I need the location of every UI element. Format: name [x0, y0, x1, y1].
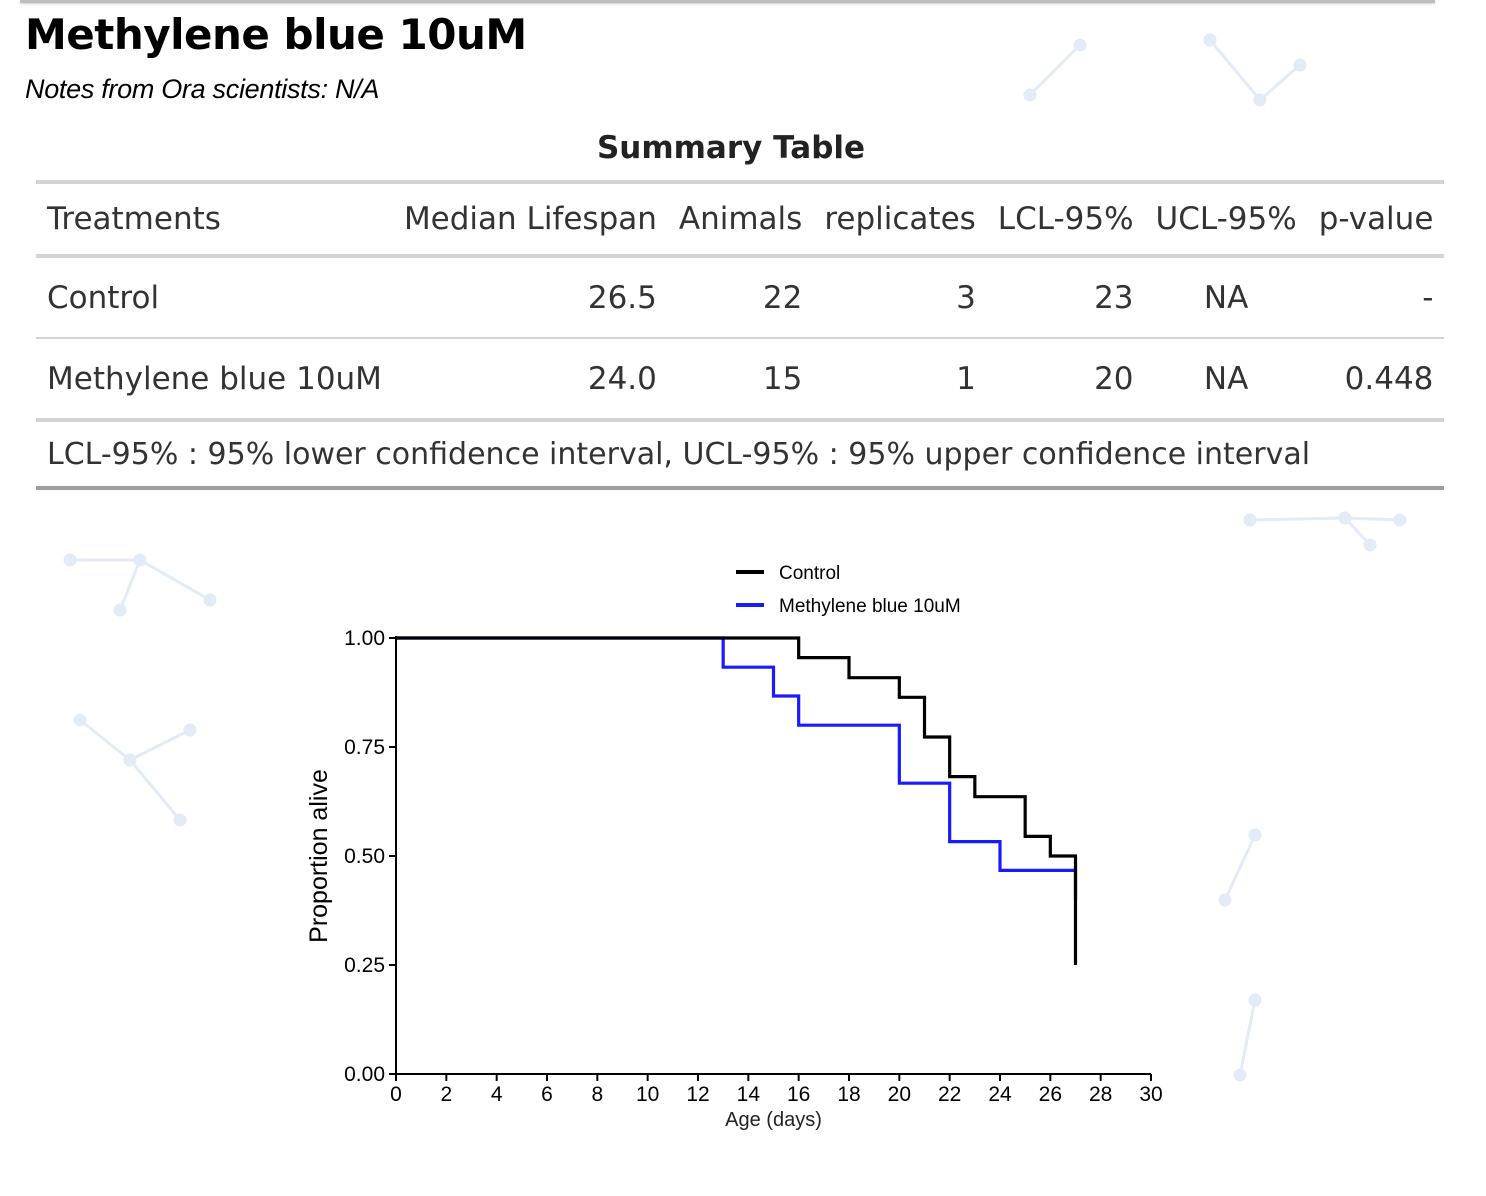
network-link [1249, 516, 1346, 522]
x-tick-label: 24 [988, 1083, 1012, 1106]
cell-treatment: Control [47, 279, 160, 316]
network-node [1393, 513, 1407, 527]
table-header-row: Treatments Median Lifespan Animals repli… [36, 182, 1444, 256]
table-footnote-row: LCL-95% : 95% lower confidence interval,… [36, 420, 1445, 490]
network-node [1023, 88, 1037, 102]
survival-chart: 0 2 4 6 8 10 12 14 16 18 20 22 24 26 28 300.000.250.500… [305, 563, 1163, 1131]
summary-table: Treatments Median Lifespan Animals repli… [36, 180, 1445, 490]
cell-ucl: NA [1203, 279, 1249, 316]
network-link [1223, 834, 1257, 901]
cell-median: 26.5 [587, 279, 657, 316]
x-tick-label: 18 [837, 1083, 860, 1106]
table-row: Control 26.5 22 3 23 NA - [36, 256, 1445, 338]
network-node [1203, 33, 1217, 47]
network-node [173, 813, 187, 827]
table-row: Methylene blue 10uM 24.0 15 1 20 NA 0.44… [36, 338, 1445, 420]
y-tick-label: 1.00 [344, 627, 385, 650]
x-tick-label: 12 [686, 1083, 709, 1106]
cell-p-value: 0.448 [1344, 360, 1434, 397]
x-tick-label: 6 [541, 1083, 553, 1106]
network-link [1238, 999, 1257, 1076]
network-link [118, 559, 142, 611]
x-tick-label: 20 [888, 1083, 911, 1106]
cell-treatment: Methylene blue 10uM [47, 360, 382, 397]
x-tick-label: 28 [1089, 1083, 1112, 1106]
network-node [73, 713, 87, 727]
network-node [1253, 93, 1267, 107]
header-ucl: UCL-95% [1155, 201, 1297, 237]
network-node [133, 553, 147, 567]
x-axis-label: Age (days) [725, 1109, 822, 1131]
network-node [1363, 538, 1377, 552]
network-node [1218, 893, 1232, 907]
network-link [1028, 43, 1082, 97]
network-link [1343, 516, 1372, 547]
y-tick-label: 0.25 [344, 954, 385, 977]
x-tick-label: 10 [636, 1083, 659, 1106]
network-link [128, 759, 182, 821]
y-tick-label: 0.75 [344, 736, 385, 759]
y-tick-label: 0.50 [344, 845, 385, 868]
y-tick-label: 0.00 [344, 1063, 385, 1086]
header-replicates: replicates [824, 201, 976, 237]
x-tick-label: 4 [491, 1083, 503, 1106]
network-link [1344, 516, 1401, 522]
series-line-control [396, 636, 1078, 965]
y-axis-label: Proportion alive [305, 769, 333, 943]
legend-label: Methylene blue 10uM [779, 596, 961, 617]
network-link [1208, 39, 1262, 101]
cell-replicates: 1 [956, 360, 976, 397]
network-node [1248, 993, 1262, 1007]
network-link [79, 718, 131, 762]
network-node [113, 603, 127, 617]
top-divider [20, 0, 1435, 3]
network-node [1248, 828, 1262, 842]
network-node [203, 593, 217, 607]
cell-animals: 15 [762, 360, 803, 397]
network-node [1243, 513, 1257, 527]
network-node [183, 723, 197, 737]
network-node [1073, 38, 1087, 52]
cell-p-value: - [1422, 279, 1434, 316]
page-title: Methylene blue 10uM [25, 10, 527, 59]
network-node [63, 553, 77, 567]
header-treatments: Treatments [47, 201, 221, 237]
network-link [1259, 63, 1301, 102]
x-tick-label: 14 [737, 1083, 761, 1106]
x-tick-label: 22 [938, 1083, 961, 1106]
network-node [1338, 511, 1352, 525]
header-animals: Animals [678, 201, 803, 237]
x-tick-label: 0 [390, 1083, 402, 1106]
x-tick-label: 2 [440, 1083, 452, 1106]
network-link [129, 728, 191, 762]
table-footnote: LCL-95% : 95% lower confidence interval,… [36, 420, 1445, 490]
x-tick-label: 30 [1139, 1083, 1162, 1106]
header-p-value: p-value [1318, 201, 1434, 237]
cell-animals: 22 [762, 279, 803, 316]
network-node [1293, 58, 1307, 72]
x-tick-label: 8 [591, 1083, 603, 1106]
network-node [1233, 1068, 1247, 1082]
scientist-notes: Notes from Ora scientists: N/A [25, 74, 380, 104]
cell-replicates: 3 [956, 279, 976, 316]
header-lcl: LCL-95% [997, 201, 1134, 237]
x-tick-label: 16 [787, 1083, 810, 1106]
cell-median: 24.0 [587, 360, 657, 397]
x-tick-label: 26 [1039, 1083, 1062, 1106]
cell-lcl: 20 [1094, 360, 1134, 397]
cell-ucl: NA [1203, 360, 1249, 397]
network-link [139, 558, 211, 602]
cell-lcl: 23 [1094, 279, 1134, 316]
network-node [123, 753, 137, 767]
legend-label: Control [779, 563, 840, 584]
header-median-lifespan: Median Lifespan [403, 201, 657, 237]
series-line-methylene-blue [396, 636, 1078, 900]
summary-table-title: Summary Table [596, 130, 866, 166]
